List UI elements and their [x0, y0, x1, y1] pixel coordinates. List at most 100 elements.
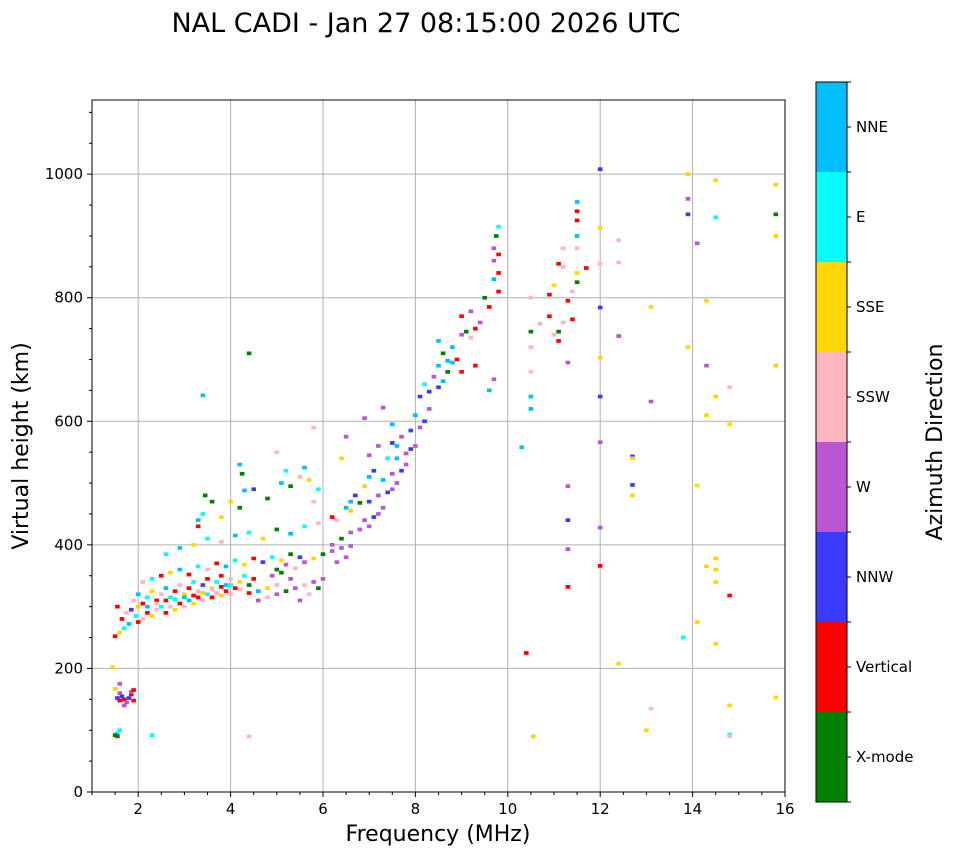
data-point-x-mode — [482, 295, 487, 300]
data-point-x-mode — [528, 329, 534, 334]
data-point-nnw — [390, 441, 395, 445]
data-point-ssw — [228, 577, 233, 581]
data-point-e — [232, 558, 238, 563]
data-point-ssw — [570, 289, 575, 294]
data-point-nne — [135, 592, 141, 597]
data-point-ssw — [560, 265, 566, 269]
data-point-sse — [713, 580, 718, 584]
data-point-e — [681, 635, 686, 640]
y-tick-label: 400 — [54, 536, 83, 554]
data-point-sse — [530, 734, 536, 739]
data-point-sse — [339, 456, 344, 461]
data-point-sse — [713, 641, 718, 646]
data-point-w — [343, 434, 349, 439]
data-point-nne — [491, 277, 497, 281]
data-point-w — [565, 360, 571, 365]
data-point-sse — [135, 604, 141, 609]
colorbar-label-nne: NNE — [856, 118, 888, 136]
data-point-nne — [413, 413, 418, 417]
data-point-nne — [487, 388, 492, 393]
data-point-w — [565, 547, 571, 551]
data-point-sse — [237, 580, 243, 584]
data-point-e — [316, 487, 321, 492]
data-point-ssw — [334, 518, 340, 522]
data-point-w — [403, 451, 409, 456]
data-point-vertical — [177, 601, 183, 606]
data-point-nne — [182, 595, 187, 600]
data-point-ssw — [200, 598, 206, 603]
data-point-ssw — [311, 499, 316, 504]
data-point-sse — [644, 728, 649, 733]
data-point-vertical — [195, 595, 201, 600]
data-point-e — [214, 580, 219, 584]
colorbar-label: Azimuth Direction — [923, 343, 948, 540]
colorbar-band-e — [816, 172, 847, 262]
data-point-w — [459, 332, 464, 337]
x-tick-label: 16 — [775, 800, 794, 818]
data-point-vertical — [597, 564, 603, 568]
data-point-vertical — [246, 591, 252, 595]
x-axis: 2 4 6 8 10 12 14 16 — [91, 792, 795, 818]
data-point-nne — [237, 462, 243, 467]
data-point-vertical — [223, 589, 229, 593]
data-point-w — [334, 560, 340, 564]
data-point-nne — [394, 456, 400, 461]
data-point-vertical — [163, 598, 169, 603]
data-point-x-mode — [574, 280, 580, 285]
data-point-x-mode — [320, 552, 326, 556]
data-point-nnw — [426, 389, 432, 394]
data-point-e — [242, 573, 247, 578]
data-point-x-mode — [445, 370, 450, 374]
data-point-nne — [163, 586, 169, 590]
data-point-ssw — [616, 238, 621, 243]
data-point-w — [129, 690, 134, 694]
data-point-w — [685, 197, 691, 201]
data-point-x-mode — [493, 234, 499, 238]
data-point-sse — [172, 607, 178, 612]
data-point-vertical — [145, 611, 150, 615]
data-point-e — [145, 595, 150, 600]
data-point-x-mode — [265, 496, 270, 501]
data-point-x-mode — [288, 552, 293, 556]
data-point-e — [149, 733, 155, 737]
data-point-nne — [445, 358, 450, 363]
data-point-nne — [232, 533, 238, 538]
data-point-sse — [704, 413, 709, 417]
data-point-e — [168, 595, 173, 600]
data-point-nne — [366, 475, 372, 479]
chart-title: NAL CADI - Jan 27 08:15:00 2026 UTC — [171, 8, 680, 39]
data-point-sse — [242, 562, 247, 567]
data-point-x-mode — [239, 471, 245, 476]
data-point-nnw — [371, 515, 377, 519]
data-point-w — [390, 487, 395, 492]
data-point-nne — [380, 478, 386, 482]
data-point-vertical — [251, 577, 256, 581]
data-point-w — [380, 505, 386, 510]
data-point-ssw — [468, 336, 474, 340]
data-point-sse — [597, 226, 603, 230]
data-point-vertical — [172, 589, 178, 593]
data-point-vertical — [584, 266, 589, 270]
data-point-e — [191, 580, 196, 584]
data-point-sse — [279, 558, 284, 563]
colorbar-band-vertical — [816, 622, 847, 712]
data-point-ssw — [177, 583, 183, 587]
data-point-ssw — [159, 592, 164, 597]
data-point-e — [713, 215, 718, 220]
data-point-w — [417, 425, 423, 430]
data-point-ssw — [228, 592, 233, 597]
data-point-ssw — [205, 567, 210, 572]
data-point-ssw — [311, 425, 316, 430]
data-point-nnw — [597, 305, 603, 310]
data-point-nne — [302, 465, 307, 470]
data-point-vertical — [496, 252, 501, 257]
data-point-sse — [704, 564, 709, 569]
data-point-w — [362, 518, 367, 522]
data-point-sse — [630, 456, 635, 461]
colorbar-band-sse — [816, 262, 847, 352]
grid-lines — [92, 100, 786, 792]
data-point-vertical — [727, 593, 732, 598]
data-point-vertical — [112, 634, 118, 639]
data-point-e — [269, 555, 275, 560]
data-point-nne — [126, 622, 132, 626]
